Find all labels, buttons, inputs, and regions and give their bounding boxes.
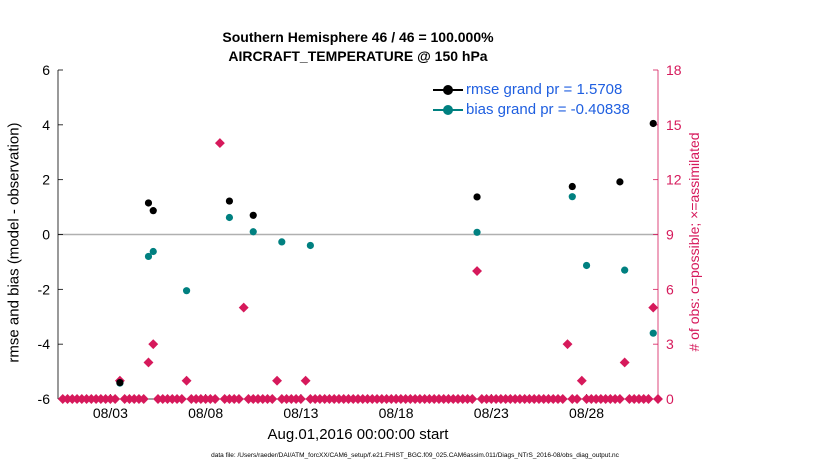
y-tick-label-left: 4 [42,117,50,133]
legend: rmse grand pr = 1.5708 bias grand pr = -… [430,80,656,120]
bias-point [225,213,234,222]
obs-count-marker [238,302,249,313]
rmse-point [568,182,576,191]
obs-count-marker [619,357,630,368]
obs-count-marker [272,375,282,386]
obs-count-marker [234,394,244,404]
bias-point [582,261,591,270]
bias-point [473,228,481,236]
obs-count-marker [576,375,587,386]
bias-point [149,247,157,256]
rmse-point [144,199,153,207]
bias-point [182,287,191,295]
legend-label-rmse: rmse grand pr = 1.5708 [466,81,623,98]
obs-count-marker [557,394,568,404]
obs-count-marker [643,394,654,404]
bias-point [649,329,657,337]
y-tick-label-right: 6 [666,281,674,297]
bias-point [621,266,629,274]
obs-count-marker [648,302,659,313]
legend-item-rmse: rmse grand pr = 1.5708 [430,80,656,100]
obs-count-marker [267,394,278,404]
y-tick-label-left: 6 [42,62,50,78]
x-tick-label: 08/13 [283,405,318,421]
rmse-point [249,211,257,219]
x-tick-label: 08/03 [93,405,128,421]
y-tick-label-left: -2 [38,281,51,297]
y-axis-label-right: # of obs: o=possible; ×=assimilated [686,132,702,352]
x-tick-label: 08/08 [188,405,223,421]
obs-count-marker [653,394,663,404]
y-tick-label-right: 0 [666,391,674,407]
legend-item-bias: bias grand pr = -0.40838 [430,100,656,120]
obs-count-marker [143,357,154,368]
data-file-footer: data file: /Users/raeder/DAI/ATM_forcXX/… [211,452,619,459]
obs-count-marker [181,375,192,386]
y-tick-label-right: 18 [666,62,682,78]
obs-count-marker [176,394,187,404]
obs-count-marker [210,394,221,404]
bias-point [568,193,576,201]
obs-count-marker [295,394,306,404]
x-axis-label: Aug.01,2016 00:00:00 start [267,426,449,443]
rmse-point [616,178,624,186]
rmse-point [649,119,657,128]
rmse-point [225,197,234,205]
bias-point [306,241,314,250]
rmse-point [116,378,124,387]
y-tick-label-right: 15 [666,117,682,133]
x-tick-label: 08/28 [569,405,604,421]
rmse-point [473,193,481,201]
obs-count-marker [300,375,311,386]
y-tick-label-right: 3 [666,336,674,352]
obs-count-marker [562,339,573,350]
y-axis-label-left: rmse and bias (model - observation) [5,122,23,363]
y-tick-label-right: 12 [666,172,682,188]
chart-subtitle: AIRCRAFT_TEMPERATURE @ 150 hPa [228,48,488,64]
obs-count-marker [467,394,478,404]
y-tick-label-left: 0 [42,227,50,243]
obs-count-marker [148,339,159,350]
obs-count-marker [214,138,225,149]
y-tick-label-left: 2 [42,172,50,188]
x-tick-label: 08/18 [379,405,414,421]
y-tick-label-left: -4 [38,336,51,352]
obs-count-marker [572,394,582,404]
legend-marker-rmse [443,85,453,95]
legend-label-bias: bias grand pr = -0.40838 [466,101,630,118]
x-tick-label: 08/23 [474,405,509,421]
obs-count-marker [472,266,482,277]
chart-title: Southern Hemisphere 46 / 46 = 100.000% [222,29,494,45]
rmse-point [149,207,157,215]
obs-count-marker [614,394,625,404]
bias-point [144,252,153,261]
legend-marker-bias [443,105,453,115]
y-tick-label-left: -6 [38,391,51,407]
bias-point [278,238,286,246]
bias-point [249,228,257,236]
y-tick-label-right: 9 [666,227,674,243]
obs-count-marker [138,394,149,404]
